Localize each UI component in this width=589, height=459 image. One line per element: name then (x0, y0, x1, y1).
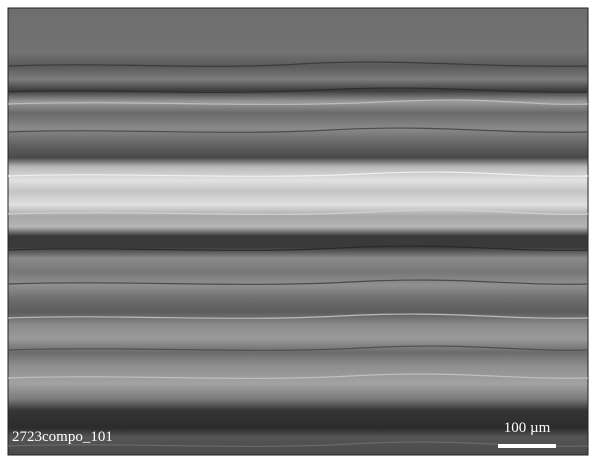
sample-layers (7, 7, 589, 456)
scale-bar (498, 444, 556, 448)
layer-lines (7, 61, 589, 447)
scale-bar-label: 100 µm (504, 420, 551, 436)
image-label: 2723compo_101 (12, 429, 113, 445)
